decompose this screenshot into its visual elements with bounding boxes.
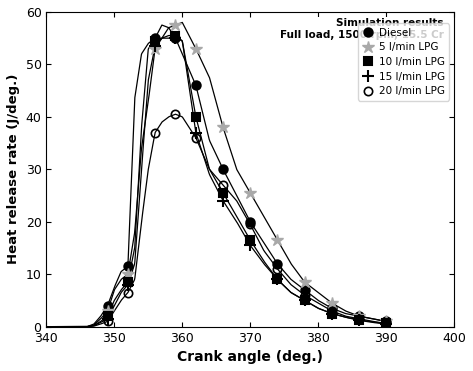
10 l/min LPG xyxy=(105,314,110,318)
5 l/min LPG xyxy=(220,125,226,129)
5 l/min LPG xyxy=(275,238,280,242)
15 l/min LPG xyxy=(329,311,334,316)
Diesel xyxy=(329,306,334,311)
20 l/min LPG xyxy=(220,183,226,187)
15 l/min LPG xyxy=(193,130,199,135)
15 l/min LPG xyxy=(383,322,389,326)
20 l/min LPG xyxy=(247,222,253,227)
Diesel xyxy=(356,314,362,318)
Diesel xyxy=(152,36,158,40)
20 l/min LPG xyxy=(356,316,362,321)
5 l/min LPG xyxy=(247,191,253,195)
10 l/min LPG xyxy=(247,238,253,242)
5 l/min LPG xyxy=(125,272,131,276)
15 l/min LPG xyxy=(356,318,362,322)
10 l/min LPG xyxy=(275,277,280,282)
Diesel xyxy=(383,319,389,324)
15 l/min LPG xyxy=(247,243,253,247)
15 l/min LPG xyxy=(302,298,307,303)
5 l/min LPG xyxy=(152,46,158,51)
Y-axis label: Heat release rate (J/deg.): Heat release rate (J/deg.) xyxy=(7,74,20,265)
Legend: Diesel, 5 l/min LPG, 10 l/min LPG, 15 l/min LPG, 20 l/min LPG: Diesel, 5 l/min LPG, 10 l/min LPG, 15 l/… xyxy=(358,23,449,101)
Diesel xyxy=(125,264,131,269)
10 l/min LPG xyxy=(356,318,362,322)
Diesel xyxy=(105,303,110,308)
Diesel xyxy=(275,262,280,266)
X-axis label: Crank angle (deg.): Crank angle (deg.) xyxy=(177,350,323,364)
10 l/min LPG xyxy=(125,280,131,284)
15 l/min LPG xyxy=(105,316,110,321)
10 l/min LPG xyxy=(152,39,158,43)
10 l/min LPG xyxy=(329,311,334,316)
Line: 5 l/min LPG: 5 l/min LPG xyxy=(101,19,393,328)
20 l/min LPG xyxy=(173,112,178,116)
15 l/min LPG xyxy=(275,277,280,282)
5 l/min LPG xyxy=(329,301,334,305)
5 l/min LPG xyxy=(383,319,389,324)
15 l/min LPG xyxy=(152,44,158,48)
5 l/min LPG xyxy=(356,314,362,318)
10 l/min LPG xyxy=(383,321,389,326)
15 l/min LPG xyxy=(220,198,226,203)
5 l/min LPG xyxy=(193,46,199,51)
10 l/min LPG xyxy=(302,298,307,303)
5 l/min LPG xyxy=(302,280,307,284)
20 l/min LPG xyxy=(329,309,334,313)
20 l/min LPG xyxy=(105,319,110,324)
Line: Diesel: Diesel xyxy=(104,34,390,326)
10 l/min LPG xyxy=(220,191,226,195)
20 l/min LPG xyxy=(383,321,389,326)
5 l/min LPG xyxy=(105,309,110,313)
20 l/min LPG xyxy=(152,130,158,135)
Text: Simulation results
Full load, 1500 rpm, 15.5 Cr: Simulation results Full load, 1500 rpm, … xyxy=(280,18,444,40)
5 l/min LPG xyxy=(173,23,178,27)
20 l/min LPG xyxy=(193,135,199,140)
20 l/min LPG xyxy=(302,293,307,298)
Line: 10 l/min LPG: 10 l/min LPG xyxy=(104,32,390,328)
20 l/min LPG xyxy=(275,267,280,271)
15 l/min LPG xyxy=(173,36,178,40)
20 l/min LPG xyxy=(125,290,131,295)
10 l/min LPG xyxy=(173,33,178,38)
Diesel xyxy=(220,167,226,171)
10 l/min LPG xyxy=(193,115,199,119)
15 l/min LPG xyxy=(125,282,131,287)
Line: 20 l/min LPG: 20 l/min LPG xyxy=(104,110,390,328)
Line: 15 l/min LPG: 15 l/min LPG xyxy=(101,32,393,330)
Diesel xyxy=(193,83,199,88)
Diesel xyxy=(173,36,178,40)
Diesel xyxy=(247,220,253,224)
Diesel xyxy=(302,288,307,292)
